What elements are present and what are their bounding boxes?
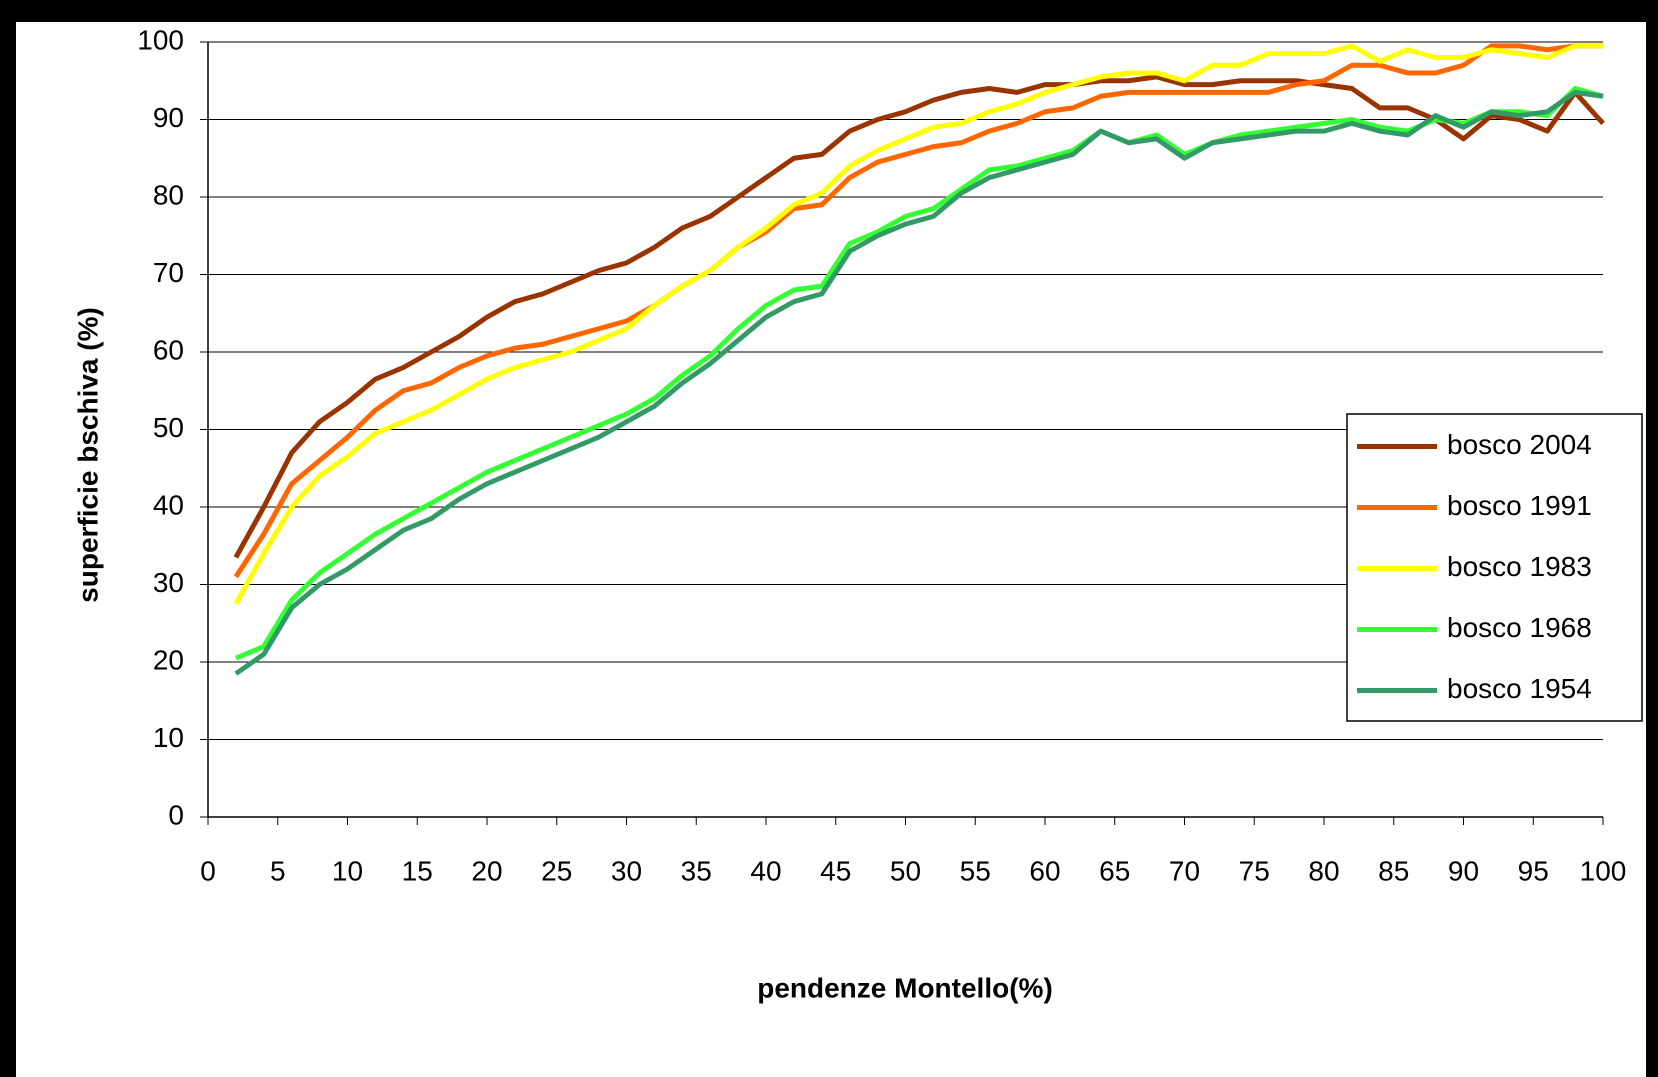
x-tick-label: 5 <box>270 855 286 886</box>
x-tick-label: 20 <box>471 855 502 886</box>
legend-label: bosco 1968 <box>1447 612 1592 643</box>
y-tick-label: 40 <box>153 489 184 520</box>
series-line <box>234 86 1604 661</box>
y-tick-label: 100 <box>137 24 184 55</box>
y-tick-label: 80 <box>153 179 184 210</box>
y-axis-title: superficie bschiva (%) <box>72 307 103 603</box>
x-tick-label: 10 <box>332 855 363 886</box>
x-tick-label: 85 <box>1378 855 1409 886</box>
legend-label: bosco 1954 <box>1447 673 1592 704</box>
x-tick-label: 90 <box>1448 855 1479 886</box>
y-tick-label: 50 <box>153 412 184 443</box>
x-tick-label: 0 <box>200 855 216 886</box>
x-tick-label: 55 <box>960 855 991 886</box>
x-tick-label: 80 <box>1308 855 1339 886</box>
x-tick-label: 65 <box>1099 855 1130 886</box>
series-line <box>233 43 1603 606</box>
x-tick-label: 40 <box>750 855 781 886</box>
x-axis-title: pendenze Montello(%) <box>757 972 1053 1003</box>
x-tick-label: 50 <box>890 855 921 886</box>
y-tick-label: 60 <box>153 334 184 365</box>
y-tick-label: 70 <box>153 257 184 288</box>
x-tick-label: 60 <box>1029 855 1060 886</box>
x-tick-label: 30 <box>611 855 642 886</box>
x-tick-label: 35 <box>681 855 712 886</box>
y-tick-label: 30 <box>153 567 184 598</box>
x-tick-label: 45 <box>820 855 851 886</box>
legend-label: bosco 1991 <box>1447 490 1592 521</box>
y-tick-label: 20 <box>153 644 184 675</box>
legend-label: bosco 2004 <box>1447 429 1592 460</box>
x-tick-label: 15 <box>402 855 433 886</box>
x-tick-label: 25 <box>541 855 572 886</box>
y-tick-label: 0 <box>168 799 184 830</box>
series-line <box>234 89 1604 676</box>
x-tick-label: 100 <box>1580 855 1627 886</box>
x-tick-label: 70 <box>1169 855 1200 886</box>
x-tick-label: 75 <box>1239 855 1270 886</box>
y-tick-label: 10 <box>153 722 184 753</box>
y-tick-label: 90 <box>153 102 184 133</box>
x-tick-label: 95 <box>1518 855 1549 886</box>
series-line <box>233 74 1605 559</box>
legend-label: bosco 1983 <box>1447 551 1592 582</box>
series-line <box>233 43 1603 579</box>
